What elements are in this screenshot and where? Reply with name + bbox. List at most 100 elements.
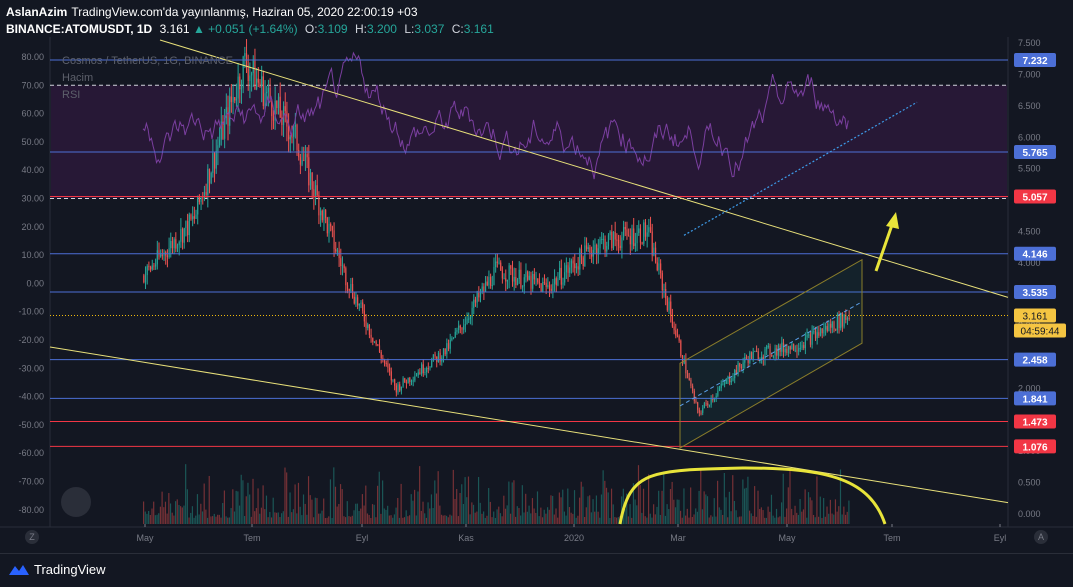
volume-bar — [287, 516, 289, 524]
candle-body — [143, 275, 145, 283]
candle-body — [422, 364, 424, 373]
volume-bar — [757, 490, 759, 524]
candle-body — [619, 245, 621, 249]
volume-bar — [811, 500, 813, 524]
volume-bar — [765, 517, 768, 524]
candle-body — [437, 352, 440, 362]
volume-bar — [173, 515, 175, 524]
volume-bar — [319, 513, 321, 524]
candle-body — [219, 139, 221, 146]
candle-body — [722, 383, 724, 385]
candle-body — [193, 216, 195, 219]
candle-body — [752, 351, 754, 359]
volume-bar — [710, 515, 712, 524]
volume-bar — [304, 503, 306, 524]
volume-bar — [804, 489, 806, 524]
volume-bar — [185, 464, 187, 524]
volume-bar — [688, 517, 690, 524]
volume-bar — [752, 516, 754, 524]
candle-body — [237, 76, 239, 99]
candle-body — [146, 266, 148, 276]
left-axis-tick: -70.00 — [18, 477, 44, 487]
volume-bar — [366, 513, 369, 524]
volume-bar — [659, 514, 661, 524]
left-axis-tick: 60.00 — [21, 109, 44, 119]
candle-body — [202, 197, 204, 199]
volume-bar — [341, 489, 343, 524]
volume-bar — [629, 504, 631, 524]
candle-body — [426, 368, 428, 373]
volume-bar — [568, 507, 571, 524]
candle-body — [612, 232, 615, 249]
footer-brand[interactable]: TradingView — [34, 562, 106, 577]
candle-body — [192, 216, 194, 220]
candle-body — [724, 383, 726, 385]
candle-body — [702, 408, 704, 413]
candle-body — [444, 348, 446, 355]
volume-bar — [523, 512, 525, 524]
candle-body — [761, 356, 763, 360]
volume-bar — [786, 508, 788, 524]
candle-body — [336, 250, 339, 252]
candle-body — [205, 192, 207, 195]
candle-body — [331, 226, 333, 231]
candle-body — [254, 59, 256, 90]
candle-body — [446, 343, 448, 355]
volume-bar — [536, 491, 539, 524]
volume-bar — [301, 515, 303, 524]
candle-body — [488, 276, 490, 286]
volume-bar — [543, 509, 545, 524]
rsi-indicator-label[interactable]: RSI — [62, 89, 81, 101]
candle-body — [367, 324, 369, 329]
author-name[interactable]: AslanAzim — [6, 5, 68, 19]
volume-bar — [356, 503, 358, 524]
volume-bar — [250, 516, 252, 524]
volume-bar — [573, 490, 576, 524]
price-chart[interactable]: 80.00 70.00 60.00 50.00 40.00 30.00 20.00 10.00… — [0, 0, 1073, 553]
volume-bar — [259, 513, 261, 524]
candle-body — [835, 329, 837, 331]
candle-body — [250, 73, 253, 76]
candle-body — [160, 254, 162, 257]
candle-body — [351, 284, 354, 297]
candle-body — [826, 326, 828, 332]
candle-body — [782, 342, 785, 353]
candle-body — [463, 325, 465, 330]
candle-body — [804, 337, 806, 349]
volume-bar — [277, 512, 279, 524]
zoom-toggle-button[interactable]: Z — [25, 530, 39, 544]
candle-body — [798, 348, 800, 352]
candle-body — [840, 313, 842, 329]
candle-body — [242, 56, 244, 88]
volume-bar — [730, 511, 732, 524]
volume-bar — [575, 517, 577, 524]
candle-body — [335, 249, 337, 252]
candle-body — [527, 271, 529, 280]
volume-bar — [836, 511, 838, 524]
volume-bar — [530, 513, 532, 524]
volume-bar — [747, 476, 749, 524]
volume-bar — [715, 516, 717, 524]
candle-body — [750, 352, 753, 359]
volume-bar — [508, 481, 510, 524]
symbol-label[interactable]: BINANCE:ATOMUSDT, 1D — [6, 22, 153, 36]
candle-body — [350, 284, 352, 291]
volume-bars — [143, 464, 850, 524]
volume-bar — [472, 504, 475, 524]
candle-body — [794, 350, 796, 352]
candle-body — [692, 385, 694, 391]
auto-scale-button[interactable]: A — [1034, 530, 1048, 544]
close-value: 3.161 — [463, 22, 494, 36]
candle-body — [616, 239, 618, 241]
volume-indicator-label[interactable]: Hacim — [62, 72, 94, 84]
volume-bar — [210, 516, 212, 524]
candle-body — [649, 227, 652, 232]
candle-body — [727, 376, 729, 380]
volume-bar — [609, 517, 611, 524]
candle-body — [198, 195, 200, 202]
candle-body — [698, 409, 700, 413]
candle-body — [814, 331, 817, 339]
volume-bar — [491, 517, 493, 524]
candle-body — [400, 386, 402, 391]
footer-bar: TradingView — [0, 553, 1073, 587]
